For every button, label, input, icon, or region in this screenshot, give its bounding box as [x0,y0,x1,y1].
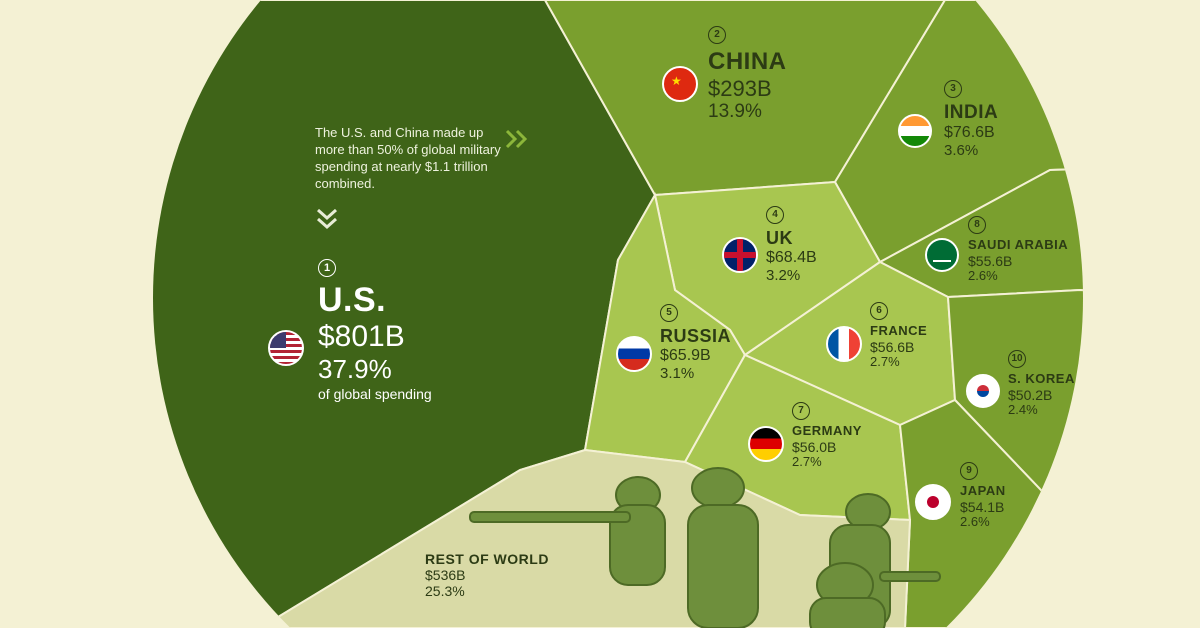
value-label: $56.6B [870,338,915,355]
label-us: 1 U.S. $801B 37.9% of global spending [318,258,432,403]
rank-badge: 6 [870,302,888,320]
value-label: $76.6B [944,123,995,141]
rank-badge: 1 [318,259,336,277]
label-uk: 4 UK $68.4B 3.2% [766,204,817,284]
country-name: GERMANY [792,423,862,438]
china-flag-icon: ★ [662,66,698,102]
value-label: $536B [425,567,466,584]
share-label: 3.1% [660,365,695,383]
share-label: 2.6% [960,514,990,530]
japan-flag-icon [915,484,951,520]
double-chevron-right-icon [505,129,528,149]
share-label: 37.9% [318,353,392,384]
label-japan: 9 JAPAN $54.1B 2.6% [960,460,1006,530]
share-label: 2.7% [870,354,900,370]
russia-flag-icon [616,336,652,372]
label-france: 6 FRANCE $56.6B 2.7% [870,300,927,370]
country-name: U.S. [318,281,387,319]
share-label: 2.4% [1008,402,1038,418]
country-name: REST OF WORLD [425,551,549,567]
us-flag-icon [268,330,304,366]
label-rest: REST OF WORLD $536B 25.3% [425,551,549,599]
value-label: $801B [318,320,405,354]
value-label: $56.0B [792,438,837,455]
label-germany: 7 GERMANY $56.0B 2.7% [792,400,862,470]
share-label: 2.6% [968,268,998,284]
share-label: 3.6% [944,142,979,160]
rank-badge: 9 [960,462,978,480]
uk-flag-icon [722,237,758,273]
country-name: INDIA [944,102,999,123]
country-name: FRANCE [870,323,928,338]
france-flag-icon [826,326,862,362]
saudi-flag-icon [925,238,959,272]
rank-badge: 7 [792,402,810,420]
double-chevron-down-icon [317,208,337,230]
germany-flag-icon [748,426,784,462]
value-label: $55.6B [968,252,1013,269]
share-label: 13.9% [708,100,762,122]
annotation-text: The U.S. and China made up more than 50%… [315,125,501,191]
rank-badge: 5 [660,304,678,322]
value-label: $293B [708,75,772,101]
country-name: RUSSIA [660,326,732,346]
rank-badge: 3 [944,80,962,98]
share-note: of global spending [318,386,432,403]
country-name: UK [766,228,793,248]
share-label: 2.7% [792,454,822,470]
rank-badge: 2 [708,26,726,44]
label-india: 3 INDIA $76.6B 3.6% [944,78,998,159]
value-label: $50.2B [1008,386,1053,403]
country-name: S. KOREA [1008,371,1075,386]
label-saudi: 8 SAUDI ARABIA $55.6B 2.6% [968,214,1068,284]
country-name: CHINA [708,48,787,75]
korea-flag-icon [966,374,1000,408]
rank-badge: 10 [1008,350,1026,368]
share-label: 3.2% [766,267,801,285]
country-name: JAPAN [960,483,1006,498]
share-label: 25.3% [425,583,465,600]
label-china: 2 CHINA $293B 13.9% [708,24,787,123]
soldiers-illustration [469,467,941,628]
country-name: SAUDI ARABIA [968,237,1069,252]
value-label: $68.4B [766,248,817,266]
label-russia: 5 RUSSIA $65.9B 3.1% [660,302,731,382]
value-label: $65.9B [660,346,711,364]
rank-badge: 8 [968,216,986,234]
india-flag-icon [898,114,932,148]
value-label: $54.1B [960,498,1005,515]
label-korea: 10 S. KOREA $50.2B 2.4% [1008,348,1075,418]
rank-badge: 4 [766,206,784,224]
